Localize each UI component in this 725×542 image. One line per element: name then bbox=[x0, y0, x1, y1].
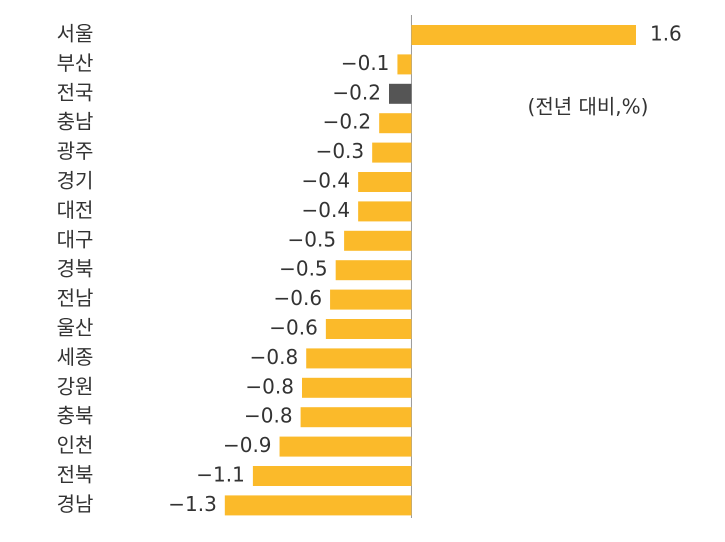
category-label: 대전 bbox=[57, 198, 94, 222]
bar bbox=[302, 377, 412, 398]
category-label: 강원 bbox=[57, 374, 94, 398]
value-label: −0.8 bbox=[245, 374, 294, 398]
value-label: −0.6 bbox=[273, 286, 322, 310]
bar bbox=[389, 83, 412, 104]
value-label: −0.2 bbox=[332, 80, 381, 104]
bar bbox=[379, 113, 412, 134]
bar bbox=[358, 201, 412, 222]
bar bbox=[300, 407, 412, 428]
value-label: −0.8 bbox=[244, 404, 293, 428]
bar bbox=[279, 436, 412, 457]
category-label: 경남 bbox=[57, 492, 94, 516]
category-label: 대구 bbox=[57, 227, 94, 251]
value-label: −0.9 bbox=[223, 433, 272, 457]
category-label: 광주 bbox=[57, 139, 94, 163]
value-label: −0.1 bbox=[341, 51, 390, 75]
category-label: 서울 bbox=[57, 22, 94, 46]
value-label: −0.5 bbox=[288, 227, 337, 251]
category-label: 경기 bbox=[57, 169, 94, 193]
value-label: −1.1 bbox=[196, 463, 245, 487]
value-label: −0.4 bbox=[302, 198, 351, 222]
category-label: 충북 bbox=[57, 404, 94, 428]
bar bbox=[252, 466, 412, 486]
bar bbox=[325, 319, 412, 339]
bar bbox=[372, 142, 412, 163]
category-label: 전국 bbox=[57, 80, 94, 104]
value-label: −0.4 bbox=[302, 169, 351, 193]
value-label: −1.3 bbox=[168, 492, 217, 516]
category-label: 부산 bbox=[57, 51, 94, 75]
bar bbox=[330, 289, 412, 310]
value-label: 1.6 bbox=[650, 22, 682, 46]
category-label: 울산 bbox=[57, 316, 94, 340]
category-label: 전남 bbox=[57, 286, 94, 310]
category-label: 충남 bbox=[57, 110, 94, 134]
bar bbox=[397, 54, 412, 75]
bar bbox=[411, 25, 636, 45]
value-label: −0.3 bbox=[316, 139, 365, 163]
category-label: 전북 bbox=[57, 463, 94, 487]
value-label: −0.5 bbox=[279, 257, 328, 281]
value-label: −0.2 bbox=[323, 110, 372, 134]
bar bbox=[306, 348, 412, 369]
category-label: 세종 bbox=[57, 345, 94, 369]
bar bbox=[344, 230, 412, 251]
bar bbox=[335, 260, 412, 281]
category-label: 인천 bbox=[57, 433, 94, 457]
annotation: (전년 대비,%) bbox=[528, 95, 649, 119]
value-label: −0.8 bbox=[250, 345, 299, 369]
value-label: −0.6 bbox=[269, 316, 318, 340]
category-label: 경북 bbox=[57, 257, 94, 281]
bar bbox=[224, 495, 412, 516]
bar bbox=[358, 172, 412, 192]
